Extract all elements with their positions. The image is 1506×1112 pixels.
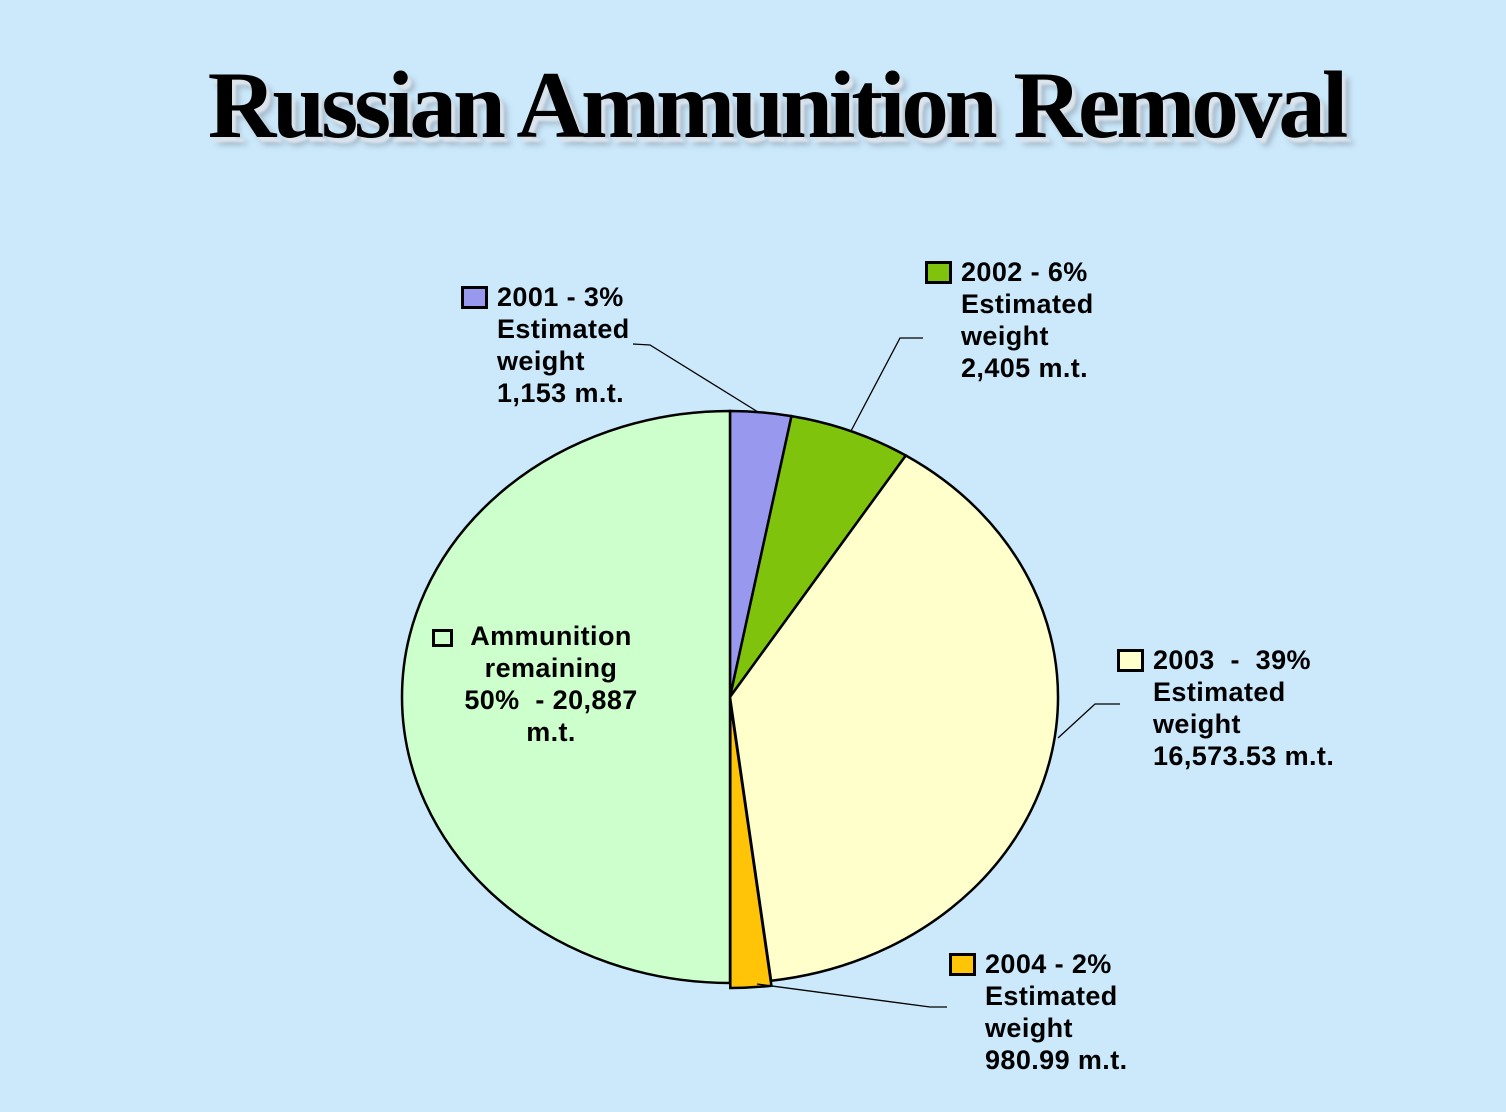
callout-ammunition-remaining: Ammunition remaining 50% - 20,887 m.t. [420, 620, 682, 748]
callout-2004: 2004 - 2% Estimated weight 980.99 m.t. [949, 948, 1128, 1076]
callout-2002: 2002 - 6% Estimated weight 2,405 m.t. [925, 256, 1094, 384]
callout-text-2003: 2003 - 39% Estimated weight 16,573.53 m.… [1153, 645, 1335, 771]
legend-marker-ammunition-remaining [432, 629, 453, 647]
pie-slice-ammunition-remaining [400, 409, 732, 985]
callout-text-2001: 2001 - 3% Estimated weight 1,153 m.t. [497, 282, 630, 408]
legend-marker-2001 [461, 286, 488, 309]
leader-line [756, 983, 947, 1008]
legend-marker-2002 [925, 261, 952, 284]
leader-line [850, 337, 923, 432]
leader-line [1057, 703, 1120, 739]
callout-text-ammunition-remaining: Ammunition remaining 50% - 20,887 m.t. [464, 621, 638, 747]
page-title: Russian Ammunition Removal [207, 52, 1348, 158]
callout-2001: 2001 - 3% Estimated weight 1,153 m.t. [461, 281, 630, 409]
legend-marker-2004 [949, 953, 976, 976]
leader-line [632, 343, 759, 413]
callout-text-2002: 2002 - 6% Estimated weight 2,405 m.t. [961, 257, 1094, 383]
pie-slice-2003 [728, 453, 1060, 983]
callout-2003: 2003 - 39% Estimated weight 16,573.53 m.… [1117, 644, 1334, 772]
legend-marker-2003 [1117, 649, 1144, 672]
pie-slice-2002 [728, 414, 908, 698]
callout-text-2004: 2004 - 2% Estimated weight 980.99 m.t. [985, 949, 1128, 1075]
